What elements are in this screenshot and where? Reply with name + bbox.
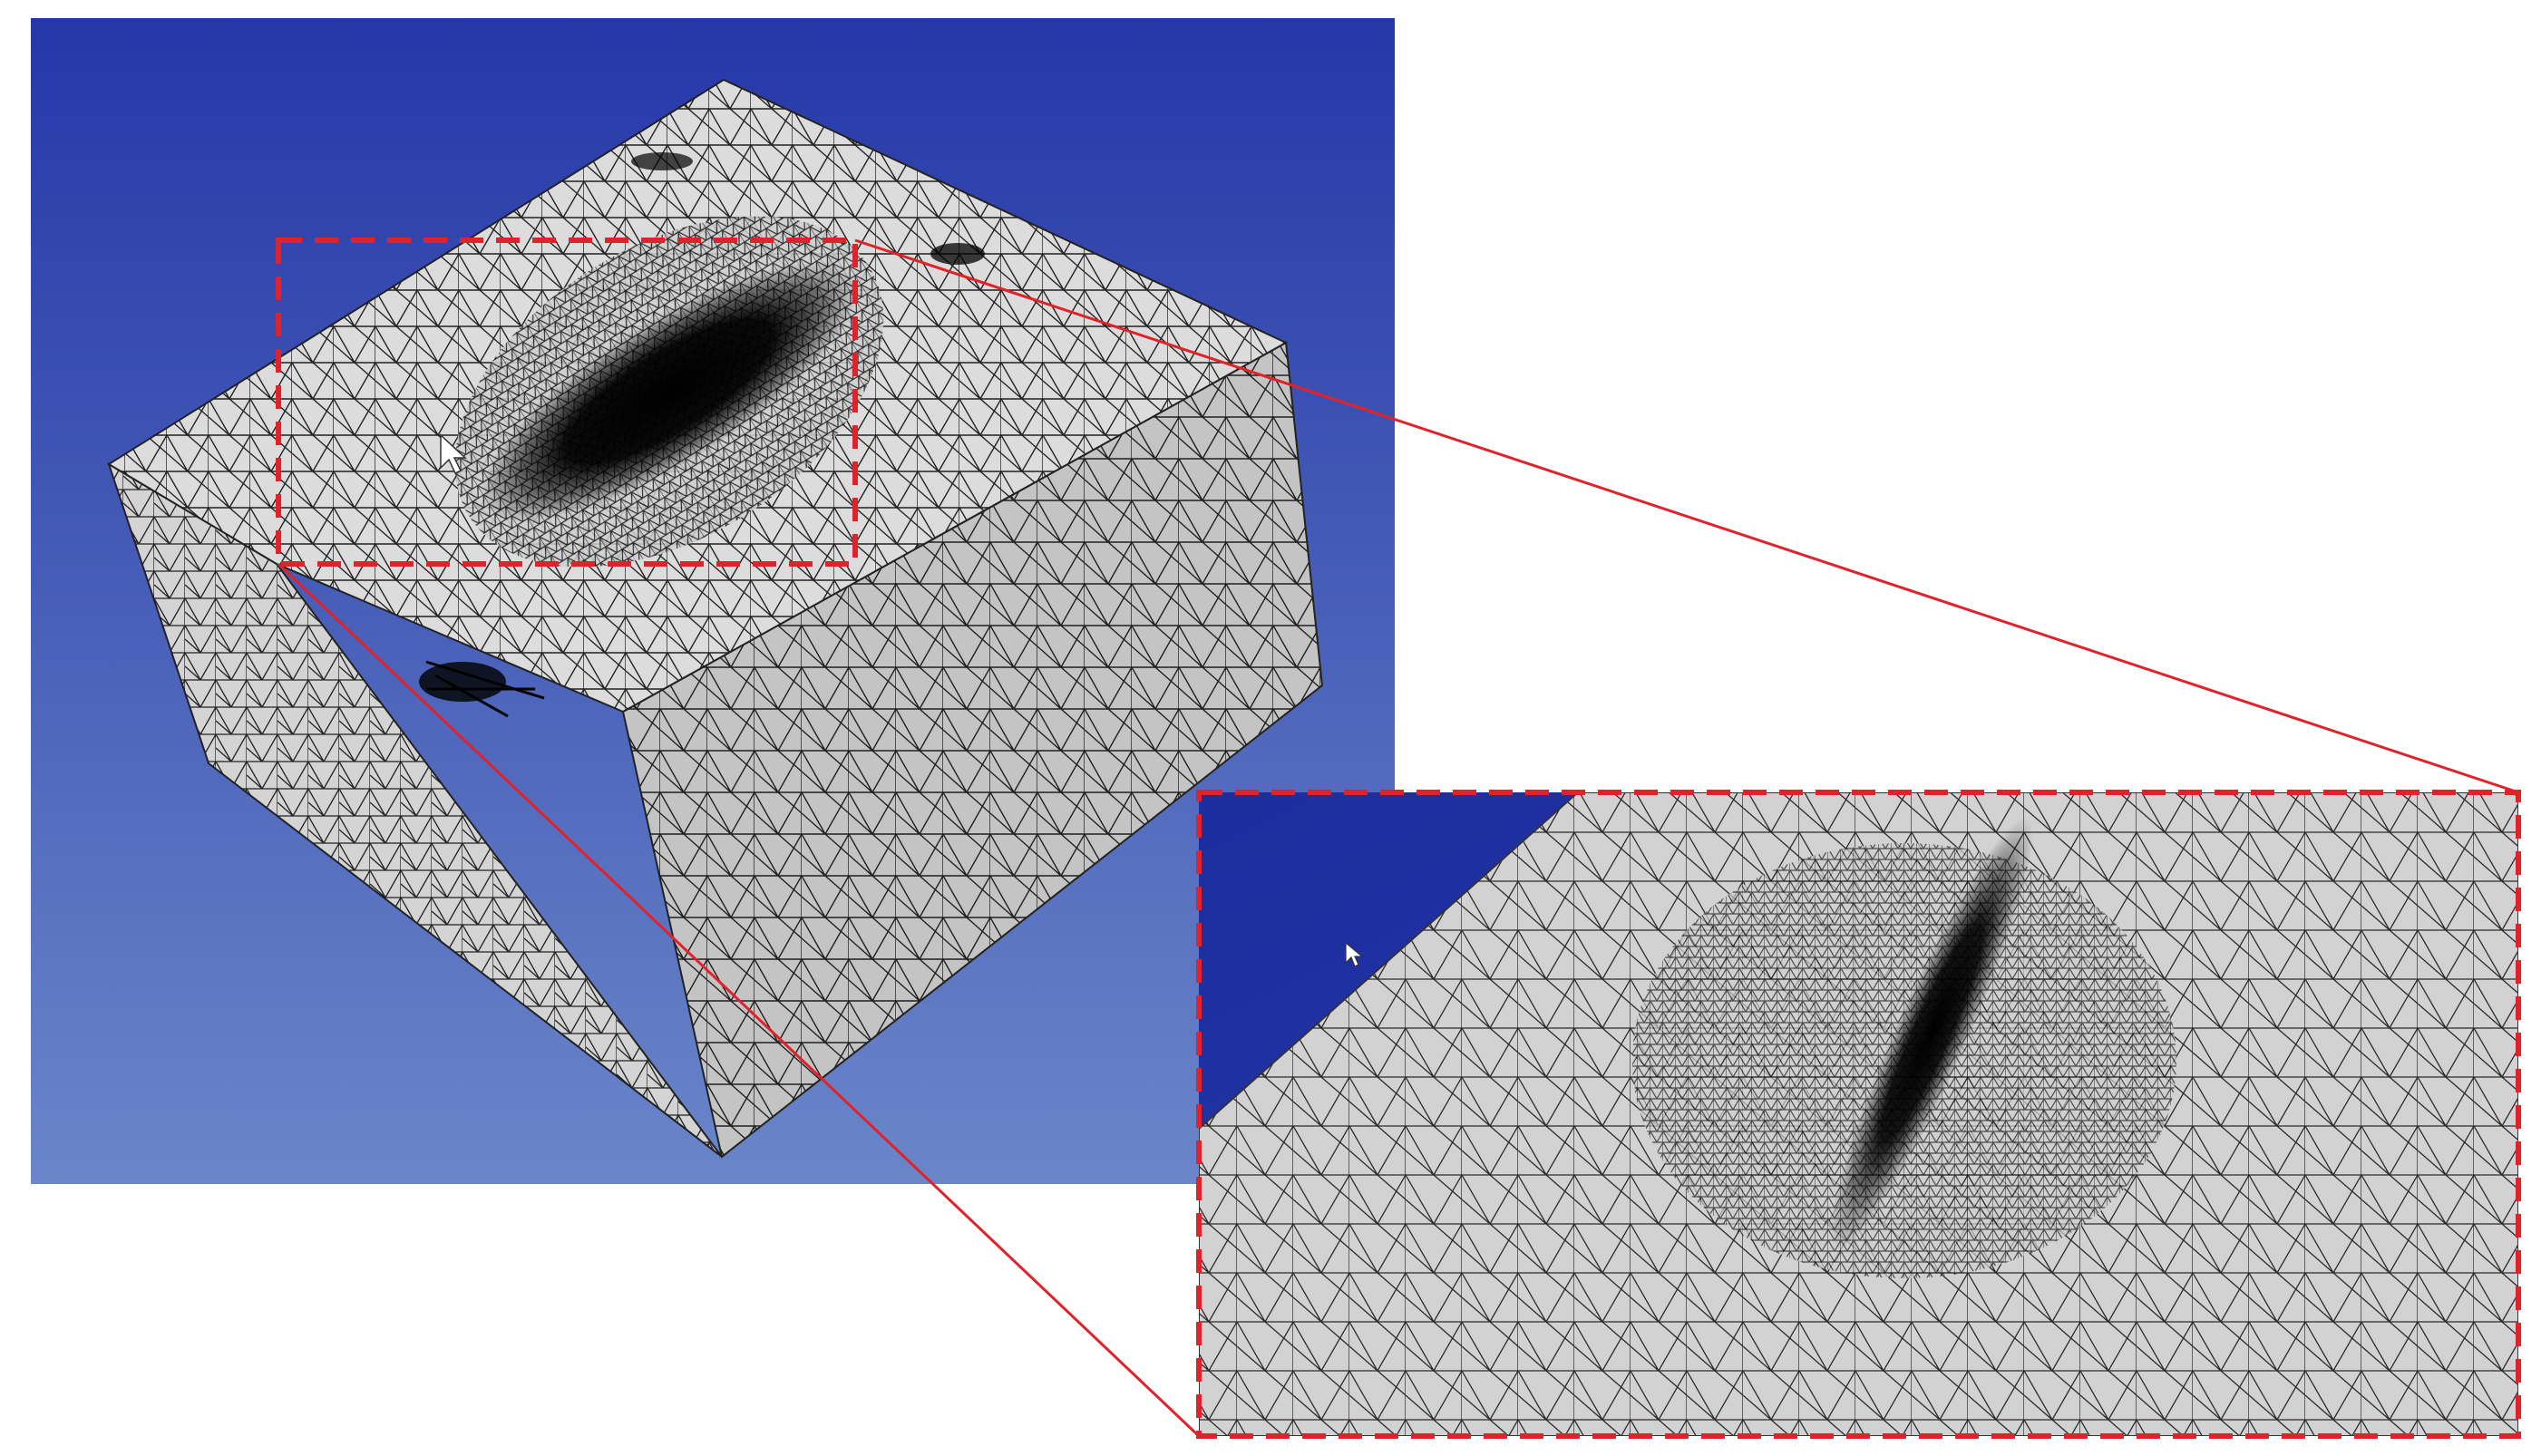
zoom-connector-top [854, 238, 2519, 794]
mouse-cursor-icon [1345, 941, 1364, 967]
zoom-connector-bottom [277, 562, 1201, 1438]
zoom-inset-frame [1196, 790, 2521, 1439]
dense-mesh-region [481, 261, 858, 522]
inset-dense-region [1830, 817, 2033, 1250]
zoom-inset [1199, 792, 2518, 1436]
mesh-box [107, 78, 1324, 1159]
mouse-cursor-icon [440, 433, 467, 475]
dense-spot [631, 152, 693, 170]
zoom-selection-frame [276, 238, 858, 567]
dense-spot [930, 243, 985, 265]
dense-spot [419, 662, 506, 702]
dense-spot-edges [425, 660, 545, 718]
